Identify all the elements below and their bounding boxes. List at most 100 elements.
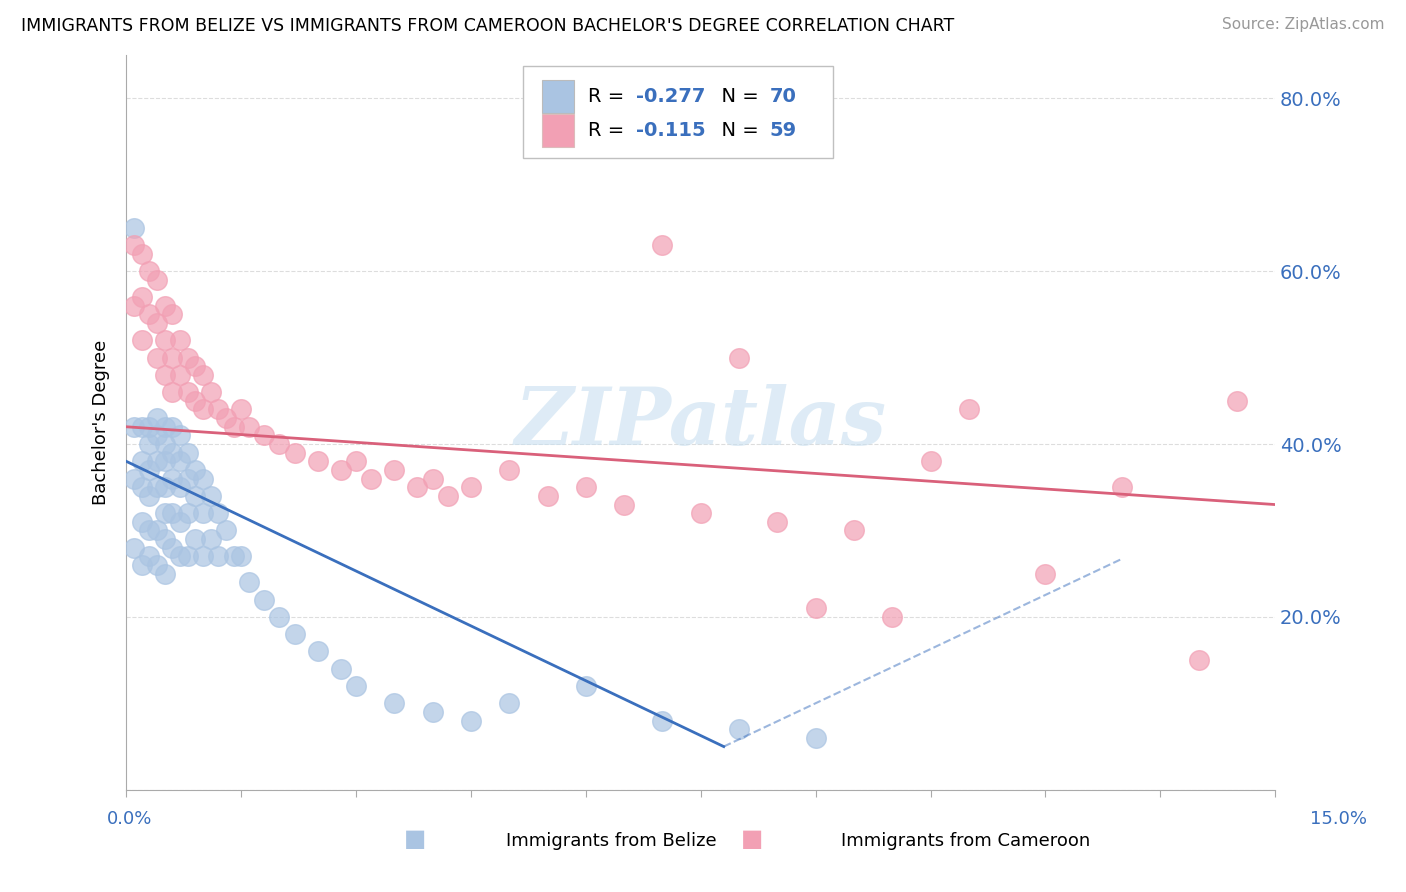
Point <box>689 506 711 520</box>
Point <box>162 419 184 434</box>
Point <box>344 454 367 468</box>
Point <box>238 419 260 434</box>
Point <box>422 472 444 486</box>
Point <box>191 402 214 417</box>
Point <box>1111 480 1133 494</box>
Point <box>153 299 176 313</box>
Point <box>176 351 198 365</box>
Text: Immigrants from Belize: Immigrants from Belize <box>506 831 717 849</box>
Point <box>184 463 207 477</box>
Point <box>169 428 191 442</box>
Point <box>131 454 153 468</box>
Point <box>191 506 214 520</box>
Point <box>146 558 169 572</box>
Point <box>1226 393 1249 408</box>
Point <box>146 480 169 494</box>
Point <box>138 437 160 451</box>
Point <box>842 524 865 538</box>
Point <box>804 601 827 615</box>
Point <box>146 428 169 442</box>
Point <box>437 489 460 503</box>
Point <box>460 480 482 494</box>
Point <box>200 489 222 503</box>
Text: Source: ZipAtlas.com: Source: ZipAtlas.com <box>1222 17 1385 31</box>
Point <box>253 428 276 442</box>
Point <box>162 446 184 460</box>
Point <box>162 506 184 520</box>
Point <box>153 566 176 581</box>
Point <box>1187 653 1209 667</box>
Text: ■: ■ <box>741 827 763 851</box>
Point <box>169 334 191 348</box>
Point <box>162 307 184 321</box>
Point <box>153 334 176 348</box>
Point <box>575 480 598 494</box>
Point <box>131 558 153 572</box>
Point <box>146 454 169 468</box>
Point <box>207 506 229 520</box>
Point <box>406 480 429 494</box>
Point <box>215 524 238 538</box>
Point <box>138 489 160 503</box>
Point <box>231 402 253 417</box>
Point <box>191 549 214 564</box>
Text: Immigrants from Cameroon: Immigrants from Cameroon <box>841 831 1090 849</box>
Point <box>153 532 176 546</box>
Point <box>138 307 160 321</box>
Point <box>207 549 229 564</box>
Point <box>344 679 367 693</box>
Point <box>138 463 160 477</box>
Text: 0.0%: 0.0% <box>107 810 152 828</box>
Point <box>138 524 160 538</box>
Text: 70: 70 <box>769 87 797 106</box>
Point <box>329 662 352 676</box>
Point <box>269 437 291 451</box>
Point <box>284 627 307 641</box>
Point <box>222 419 245 434</box>
Point <box>122 472 145 486</box>
Text: N =: N = <box>709 121 765 140</box>
Point <box>122 419 145 434</box>
Text: N =: N = <box>709 87 765 106</box>
Point <box>382 697 405 711</box>
Point <box>153 368 176 382</box>
Text: ■: ■ <box>404 827 426 851</box>
Text: R =: R = <box>588 121 631 140</box>
Point <box>122 238 145 252</box>
Point <box>162 351 184 365</box>
Point <box>284 446 307 460</box>
Point <box>191 368 214 382</box>
Point <box>138 549 160 564</box>
Text: -0.277: -0.277 <box>637 87 706 106</box>
Point <box>231 549 253 564</box>
Point <box>131 334 153 348</box>
Text: ZIPatlas: ZIPatlas <box>515 384 887 461</box>
Point <box>200 532 222 546</box>
Point <box>131 515 153 529</box>
Point <box>1035 566 1057 581</box>
Point <box>146 524 169 538</box>
Point <box>766 515 789 529</box>
Point <box>329 463 352 477</box>
Point <box>360 472 382 486</box>
Text: 15.0%: 15.0% <box>1310 810 1367 828</box>
Point <box>498 463 520 477</box>
Point <box>169 368 191 382</box>
Point <box>153 454 176 468</box>
Point <box>184 489 207 503</box>
Point <box>184 532 207 546</box>
Point <box>238 575 260 590</box>
Point <box>253 592 276 607</box>
Point <box>122 221 145 235</box>
Point <box>146 411 169 425</box>
Text: -0.115: -0.115 <box>637 121 706 140</box>
Point <box>176 385 198 400</box>
Point <box>575 679 598 693</box>
Point <box>184 359 207 374</box>
Point <box>162 541 184 555</box>
Point <box>146 316 169 330</box>
Point <box>153 437 176 451</box>
Point <box>169 480 191 494</box>
Point <box>536 489 558 503</box>
Point <box>146 273 169 287</box>
